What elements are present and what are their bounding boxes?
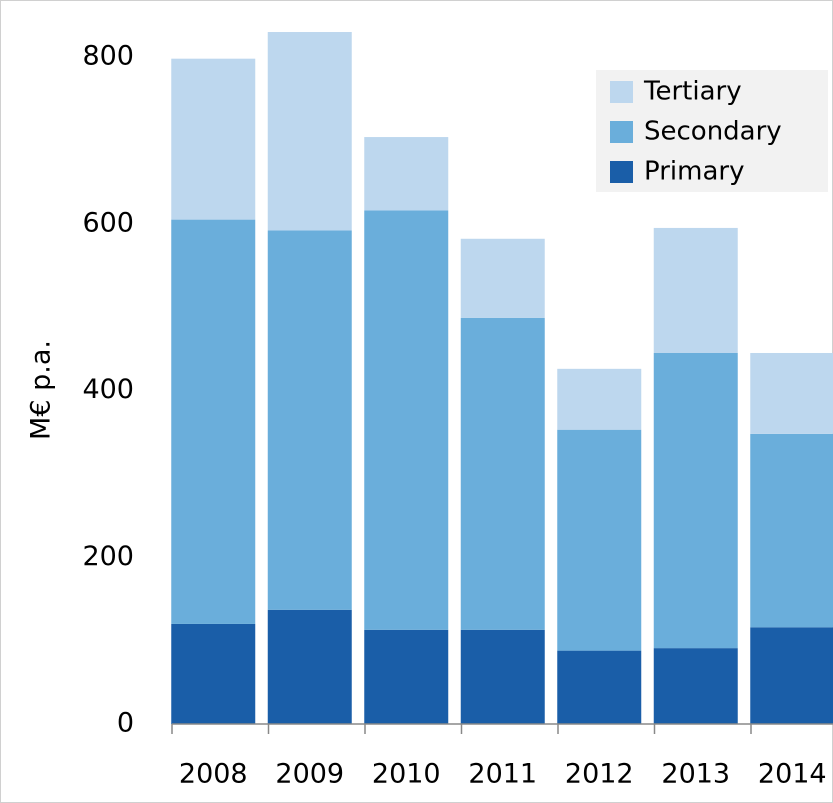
x-tick-label: 2010 (372, 759, 441, 790)
x-tick-label: 2012 (565, 759, 634, 790)
bar-segment (653, 227, 738, 353)
legend-label: Primary (644, 157, 744, 187)
bar-segment (750, 627, 833, 724)
y-tick-label: 200 (82, 541, 134, 572)
bar-segment (460, 317, 545, 630)
bar-segment (267, 32, 352, 231)
bar-segment (557, 368, 642, 430)
bar-segment (364, 137, 449, 211)
bar-segment (460, 629, 545, 724)
legend-swatch (610, 121, 633, 143)
legend-label: Tertiary (643, 77, 742, 107)
bar-segment (653, 648, 738, 724)
legend-swatch (610, 81, 633, 103)
y-tick-label: 0 (117, 708, 134, 739)
legend-swatch (610, 161, 633, 183)
bar-segment (557, 429, 642, 651)
legend-label: Secondary (644, 117, 782, 147)
bar-segment (171, 623, 256, 724)
y-tick-label: 800 (82, 41, 134, 72)
y-axis-label: M€ p.a. (26, 340, 57, 440)
bar-segment (557, 650, 642, 724)
bar-segment (750, 433, 833, 628)
x-tick-label: 2013 (661, 759, 730, 790)
bar-segment (171, 58, 256, 220)
bar-segment (171, 219, 256, 624)
bar-segment (364, 210, 449, 630)
x-tick-label: 2014 (758, 759, 827, 790)
x-tick-label: 2009 (275, 759, 344, 790)
bar-segment (653, 352, 738, 649)
bar-segment (364, 629, 449, 724)
x-tick-label: 2011 (468, 759, 537, 790)
y-tick-label: 400 (82, 374, 134, 405)
y-tick-label: 600 (82, 207, 134, 238)
bar-segment (750, 352, 833, 434)
bar-segment (267, 230, 352, 610)
legend-box (596, 70, 828, 192)
bar-segment (460, 238, 545, 318)
bar-segment (267, 609, 352, 724)
x-tick-label: 2008 (179, 759, 248, 790)
